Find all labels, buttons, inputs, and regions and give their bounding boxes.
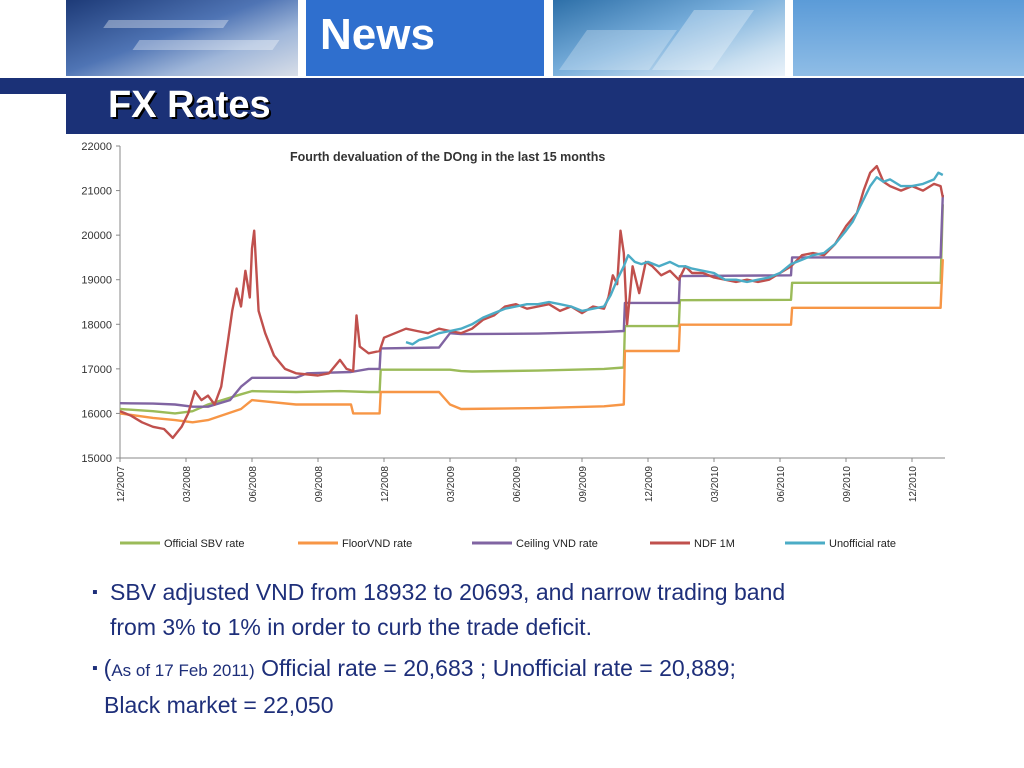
- series-line: [119, 194, 944, 408]
- series-line: [119, 164, 944, 440]
- x-tick-label: 03/2008: [182, 466, 193, 503]
- x-tick-label: 12/2009: [644, 466, 655, 503]
- y-tick-label: 22000: [81, 141, 112, 153]
- legend-item: Ceiling VND rate: [472, 538, 598, 550]
- legend-item: Unofficial rate: [785, 538, 896, 550]
- bullet-1: ▪ SBV adjusted VND from 18932 to 20693, …: [92, 575, 785, 644]
- y-tick-label: 21000: [81, 186, 112, 198]
- bullet-1-line1: SBV adjusted VND from 18932 to 20693, an…: [103, 579, 786, 605]
- bullet-marker: ▪: [92, 660, 98, 677]
- fx-rate-chart: 22000 21000 20000 19000 18000 17000 16000 15000…: [40, 138, 960, 558]
- header-photo-keyboard: [66, 0, 298, 76]
- slide-title: FX Rates: [108, 84, 271, 126]
- y-tick-label: 20000: [81, 230, 112, 242]
- legend-label: FloorVND rate: [342, 538, 412, 550]
- chart-svg: 22000 21000 20000 19000 18000 17000 16000 15000…: [81, 141, 945, 550]
- bullet-2: ▪ (As of 17 Feb 2011) Official rate = 20,…: [92, 651, 736, 722]
- section-title: News: [320, 10, 435, 59]
- chart-series: [119, 164, 944, 440]
- x-tick-label: 09/2009: [578, 466, 589, 503]
- legend-label: Official SBV rate: [164, 538, 245, 550]
- y-tick-label: 15000: [81, 453, 112, 465]
- legend-label: Ceiling VND rate: [516, 538, 598, 550]
- y-tick-label: 18000: [81, 319, 112, 331]
- bullet-2-date: As of 17 Feb 2011): [111, 661, 255, 680]
- title-band: [66, 78, 1024, 134]
- series-line: [119, 259, 944, 424]
- x-tick-label: 09/2008: [314, 466, 325, 503]
- bullet-2-rates: Official rate = 20,683 ; Unofficial rate…: [254, 655, 736, 681]
- x-tick-label: 06/2008: [248, 466, 259, 503]
- title-band-stub: [0, 78, 66, 94]
- legend-label: NDF 1M: [694, 538, 735, 550]
- series-line: [405, 171, 944, 346]
- legend-item: NDF 1M: [650, 538, 735, 550]
- x-tick-label: 03/2009: [446, 466, 457, 503]
- legend-label: Unofficial rate: [829, 538, 896, 550]
- x-tick-label: 06/2010: [776, 466, 787, 503]
- chart-legend: Official SBV rate FloorVND rate Ceiling VN…: [120, 538, 896, 550]
- bullet-1-line2: from 3% to 1% in order to curb the trade…: [110, 614, 592, 640]
- chart-axes: [119, 146, 945, 459]
- bullet-2-open: (: [103, 655, 112, 681]
- legend-item: FloorVND rate: [298, 538, 412, 550]
- x-tick-label: 09/2010: [842, 466, 853, 503]
- x-tick-label: 03/2010: [710, 466, 721, 503]
- bullet-marker: ▪: [92, 584, 98, 601]
- header-photo-sky: [793, 0, 1024, 76]
- x-axis-ticks: 12/2007 03/2008 06/2008 09/2008 12/2008 03/20…: [116, 458, 919, 502]
- x-tick-label: 06/2009: [512, 466, 523, 503]
- x-tick-label: 12/2007: [116, 466, 127, 503]
- chart-title: Fourth devaluation of the DOng in the la…: [290, 150, 605, 164]
- bullet-2-line2: Black market = 22,050: [104, 692, 334, 718]
- y-tick-label: 17000: [81, 364, 112, 376]
- header-photo-panel: [306, 0, 544, 76]
- x-tick-label: 12/2010: [908, 466, 919, 503]
- y-tick-label: 16000: [81, 408, 112, 420]
- header-photo-buildings: [553, 0, 785, 76]
- x-tick-label: 12/2008: [380, 466, 391, 503]
- y-axis-ticks: 22000 21000 20000 19000 18000 17000 16000 15000: [81, 141, 120, 465]
- y-tick-label: 19000: [81, 275, 112, 287]
- legend-item: Official SBV rate: [120, 538, 245, 550]
